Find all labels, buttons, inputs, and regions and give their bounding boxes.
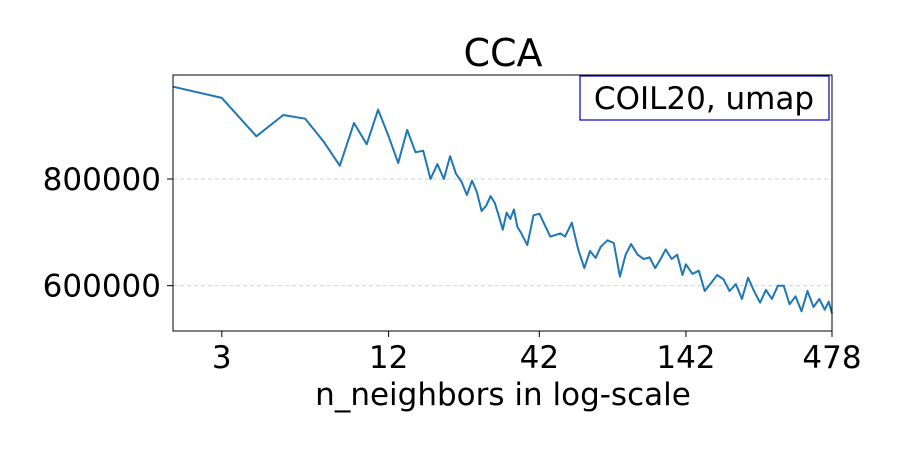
y-tick-label: 600000 bbox=[43, 269, 161, 305]
x-axis-ticks: 3 12 42 142 478 bbox=[212, 331, 862, 376]
annotation-text: COIL20, umap bbox=[594, 81, 814, 117]
plot-frame bbox=[172, 74, 833, 332]
x-tick-label: 42 bbox=[520, 340, 559, 376]
y-axis-ticks: 600000 800000 bbox=[43, 162, 173, 305]
chart-title: CCA bbox=[463, 31, 542, 75]
x-axis-label: n_neighbors in log-scale bbox=[315, 377, 691, 413]
annotation-box bbox=[579, 75, 830, 121]
series-line bbox=[172, 85, 833, 314]
x-tick-label: 142 bbox=[656, 340, 715, 376]
x-tick-label: 12 bbox=[369, 340, 408, 376]
legend-annotation: COIL20, umap bbox=[579, 75, 830, 121]
series-layer bbox=[172, 85, 833, 314]
x-tick-label: 3 bbox=[212, 340, 232, 376]
gridlines bbox=[173, 178, 832, 287]
y-tick-label: 800000 bbox=[43, 162, 161, 198]
x-tick-label: 478 bbox=[802, 340, 861, 376]
